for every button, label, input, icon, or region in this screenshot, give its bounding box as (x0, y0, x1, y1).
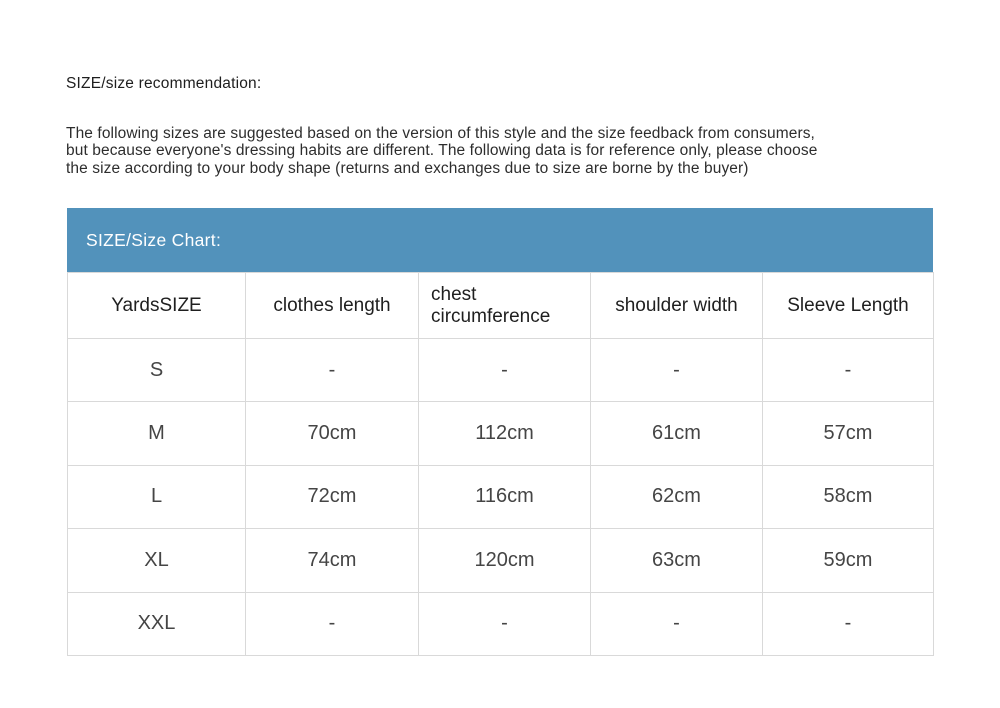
value-cell: 58cm (762, 464, 934, 530)
value-cell: 120cm (418, 528, 591, 593)
table-header-row: YardsSIZE clothes length chest circumfer… (67, 272, 934, 339)
column-header-shoulder-width: shoulder width (590, 272, 763, 339)
value-cell: 63cm (590, 528, 763, 593)
value-cell: 62cm (590, 464, 763, 530)
table-row: L 72cm 116cm 62cm 58cm (67, 464, 934, 530)
value-cell: - (418, 337, 591, 403)
value-cell: 116cm (418, 464, 591, 530)
intro-line: The following sizes are suggested based … (66, 125, 815, 142)
value-cell: 57cm (762, 401, 934, 466)
size-cell: XXL (67, 591, 246, 656)
value-cell: - (762, 591, 934, 656)
value-cell: - (245, 337, 419, 403)
section-title: SIZE/size recommendation: (66, 75, 262, 92)
value-cell: - (762, 337, 934, 403)
intro-line: the size according to your body shape (r… (66, 159, 749, 177)
column-header-clothes-length: clothes length (245, 272, 419, 339)
size-chart-banner-label: SIZE/Size Chart: (86, 229, 222, 250)
table-row: XL 74cm 120cm 63cm 59cm (67, 528, 934, 593)
value-cell: 70cm (245, 401, 419, 466)
value-cell: 112cm (418, 401, 591, 466)
size-cell: XL (67, 528, 246, 593)
size-cell: L (67, 464, 246, 530)
value-cell: 74cm (245, 528, 419, 593)
table-row: XXL - - - - (67, 591, 934, 656)
value-cell: 59cm (762, 528, 934, 593)
value-cell: - (418, 591, 591, 656)
value-cell: - (590, 591, 763, 656)
intro-paragraph: The following sizes are suggested based … (66, 125, 817, 177)
value-cell: - (590, 337, 763, 403)
intro-line: but because everyone's dressing habits a… (66, 142, 818, 160)
value-cell: 61cm (590, 401, 763, 466)
value-cell: - (245, 591, 419, 656)
size-cell: M (67, 401, 246, 466)
value-cell: 72cm (245, 464, 419, 530)
size-chart-banner: SIZE/Size Chart: (67, 208, 933, 272)
column-header-sleeve-length: Sleeve Length (762, 272, 934, 339)
column-header-size: YardsSIZE (67, 272, 246, 339)
table-row: M 70cm 112cm 61cm 57cm (67, 401, 934, 466)
table-row: S - - - - (67, 337, 934, 403)
size-cell: S (67, 337, 246, 403)
column-header-chest-circumference: chest circumference (418, 272, 591, 339)
size-chart-table: YardsSIZE clothes length chest circumfer… (67, 272, 934, 656)
